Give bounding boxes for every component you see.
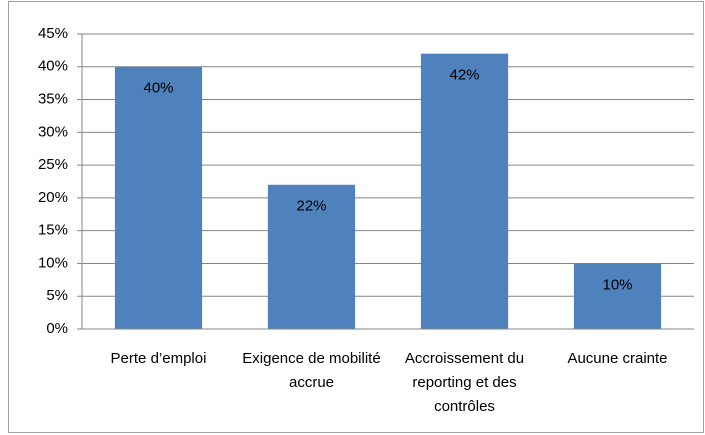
data-label: 40% — [143, 80, 173, 97]
x-tick-label: Aucune crainte — [567, 350, 668, 367]
bar — [114, 66, 203, 330]
y-tick-label: 40% — [38, 58, 68, 75]
y-tick-label: 5% — [46, 287, 68, 304]
x-tick-label: Accroissement du reporting et des contrô… — [404, 350, 525, 415]
y-tick-label: 0% — [46, 320, 68, 337]
data-label: 22% — [296, 198, 326, 215]
y-tick-label: 10% — [38, 254, 68, 271]
bar — [267, 184, 356, 329]
chart-border — [8, 1, 704, 433]
bar — [573, 263, 662, 329]
y-tick-label: 15% — [38, 222, 68, 239]
data-label: 10% — [602, 276, 632, 293]
y-tick-label: 25% — [38, 156, 68, 173]
y-tick-label: 30% — [38, 123, 68, 140]
y-tick-label: 20% — [38, 189, 68, 206]
x-tick-label: Perte d’emploi — [110, 350, 207, 367]
y-tick-label: 35% — [38, 91, 68, 108]
data-label: 42% — [449, 67, 479, 84]
bar — [420, 53, 509, 330]
y-tick-label: 45% — [38, 25, 68, 42]
x-tick-label: Exigence de mobilité accrue — [242, 350, 381, 391]
